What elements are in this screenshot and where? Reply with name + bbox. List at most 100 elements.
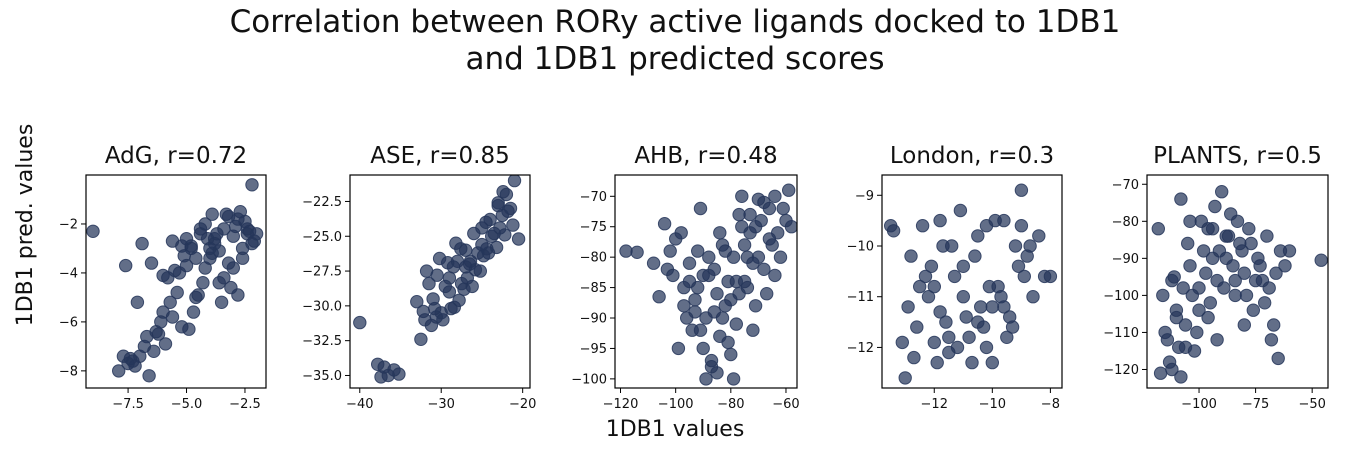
scatter-point xyxy=(1178,318,1193,332)
scatter-point xyxy=(677,280,691,295)
scatter-point xyxy=(1005,320,1020,334)
scatter-point xyxy=(1203,296,1218,310)
scatter-point xyxy=(776,201,790,216)
scatter-point xyxy=(956,259,970,273)
x-tick-label: −50 xyxy=(1298,397,1325,412)
scatter-point xyxy=(677,299,691,313)
x-tick-label: −30 xyxy=(428,397,455,412)
scatter-point xyxy=(1151,222,1166,236)
scatter-point xyxy=(198,217,212,231)
scatter-point xyxy=(1008,239,1023,253)
y-tick-label: −85 xyxy=(580,281,607,296)
scatter-point xyxy=(979,340,994,355)
scatter-point xyxy=(182,322,196,336)
scatter-point xyxy=(657,217,672,231)
panel-frame xyxy=(349,174,531,389)
x-tick-label: −80 xyxy=(717,397,744,412)
scatter-point xyxy=(221,209,236,224)
scatter-point xyxy=(968,249,982,263)
scatter-point xyxy=(688,293,702,307)
scatter-point xyxy=(410,295,424,309)
scatter-point xyxy=(491,196,505,210)
scatter-point xyxy=(748,299,763,313)
scatter-point xyxy=(942,330,956,344)
scatter-point xyxy=(207,232,222,246)
scatter-point xyxy=(422,276,436,291)
scatter-point xyxy=(231,288,245,302)
panel-title: ASE, r=0.85 xyxy=(370,143,509,169)
scatter-point xyxy=(921,290,936,304)
scatter-point xyxy=(498,228,512,242)
scatter-point xyxy=(235,251,250,265)
scatter-point xyxy=(1282,244,1297,258)
y-tick-label: −35.0 xyxy=(302,369,342,384)
figure-title-line-2: and 1DB1 predicted scores xyxy=(465,41,885,77)
scatter-point xyxy=(1217,281,1231,295)
scatter-point xyxy=(985,300,999,314)
scatter-point xyxy=(671,341,686,356)
scatter-point xyxy=(203,251,217,265)
scatter-point xyxy=(441,256,455,270)
x-tick-label: −10 xyxy=(979,397,1006,412)
scatter-point xyxy=(1201,222,1215,236)
scatter-point xyxy=(1014,183,1029,197)
y-tick-label: −70 xyxy=(1112,178,1139,193)
scatter-points xyxy=(86,178,264,383)
scatter-point xyxy=(1228,273,1242,288)
scatter-point xyxy=(773,250,788,264)
scatter-point xyxy=(414,332,428,346)
x-tick-label: −8 xyxy=(1041,397,1060,412)
scatter-point xyxy=(953,203,968,218)
scatter-point xyxy=(126,354,140,368)
scatter-point xyxy=(713,226,727,240)
scatter-point xyxy=(1014,219,1029,233)
scatter-point xyxy=(901,300,915,314)
scatter-point xyxy=(240,227,255,241)
scatter-point xyxy=(715,311,730,325)
y-tick-label: −4 xyxy=(59,266,78,281)
scatter-point xyxy=(156,268,170,283)
scatter-point xyxy=(693,201,708,216)
y-tick-label: −6 xyxy=(59,315,78,330)
scatter-points xyxy=(884,183,1058,385)
scatter-point xyxy=(743,207,757,222)
figure-title: Correlation between RORy active ligands … xyxy=(0,4,1350,78)
scatter-point xyxy=(1228,288,1242,303)
scatter-point xyxy=(196,276,210,290)
scatter-point xyxy=(1235,244,1249,258)
scatter-point xyxy=(974,300,988,314)
scatter-point xyxy=(1165,273,1179,288)
scatter-point xyxy=(1032,229,1046,243)
scatter-point xyxy=(1215,185,1229,199)
panel-title: PLANTS, r=0.5 xyxy=(1153,143,1322,169)
scatter-point xyxy=(442,285,457,299)
scatter-point xyxy=(130,295,145,309)
y-tick-label: −110 xyxy=(1103,326,1139,341)
scatter-point xyxy=(1260,229,1274,243)
y-tick-label: −32.5 xyxy=(302,334,342,349)
scatter-point xyxy=(501,204,515,218)
scatter-points xyxy=(353,175,526,384)
scatter-point xyxy=(186,305,201,319)
x-tick-label: −7.5 xyxy=(112,397,144,412)
scatter-point xyxy=(496,185,510,199)
scatter-point xyxy=(1244,236,1258,251)
scatter-point xyxy=(737,274,752,289)
x-tick-label: −40 xyxy=(346,397,373,412)
scatter-point xyxy=(1185,288,1200,303)
scatter-point xyxy=(1158,325,1172,340)
scatter-point xyxy=(1190,325,1204,340)
scatter-point xyxy=(663,244,677,258)
scatter-point xyxy=(782,183,796,197)
scatter-point xyxy=(630,245,644,260)
scatter-points xyxy=(619,183,797,386)
shared-y-axis-label: 1DB1 pred. values xyxy=(13,124,38,327)
scatter-point xyxy=(135,236,149,251)
scatter-point xyxy=(619,244,633,258)
scatter-point xyxy=(959,310,973,324)
x-tick-label: −100 xyxy=(658,397,694,412)
scatter-point xyxy=(997,300,1011,314)
scatter-point xyxy=(1230,214,1245,229)
scatter-point xyxy=(465,279,479,294)
scatter-point xyxy=(915,219,930,233)
